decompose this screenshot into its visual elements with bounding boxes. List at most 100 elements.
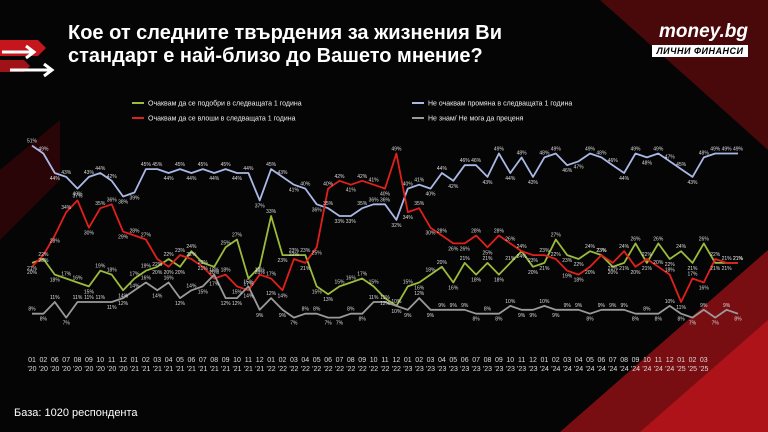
data-label: 43%: [61, 170, 72, 176]
tick-label-year: '20: [119, 366, 128, 373]
tick-label-month: 03: [290, 357, 298, 364]
tick-label-month: 07: [336, 357, 344, 364]
tick-label-month: 01: [677, 357, 685, 364]
data-label: 11%: [676, 305, 686, 311]
data-label: 49%: [391, 147, 402, 153]
tick-label-month: 11: [108, 357, 115, 364]
data-label: 32%: [391, 223, 402, 229]
series-line: [31, 215, 738, 307]
data-label: 18%: [221, 268, 232, 274]
series-lines: [31, 144, 739, 319]
data-label: 49%: [722, 147, 733, 153]
series-line: [31, 144, 738, 221]
arrow-icon: [2, 44, 37, 60]
data-label: 45%: [152, 162, 163, 168]
tick-label-year: '21: [221, 366, 230, 373]
series-line: [31, 152, 738, 303]
data-label: 17%: [129, 272, 140, 278]
data-label: 42%: [357, 174, 368, 180]
data-label: 8%: [677, 317, 685, 323]
tick-label-year: '21: [255, 366, 264, 373]
data-label: 47%: [574, 164, 585, 170]
tick-label-year: '24: [574, 366, 583, 373]
data-label: 8%: [495, 317, 503, 323]
data-label: 10%: [665, 299, 676, 305]
tick-label-year: '22: [358, 366, 367, 373]
tick-label-year: '21: [175, 366, 184, 373]
legend-entry: Не очаквам промяна в следващата 1 година: [428, 101, 572, 108]
data-label: 8%: [632, 317, 640, 323]
data-label: 23%: [528, 258, 539, 264]
tick-label-month: 03: [153, 357, 161, 364]
data-label: 49%: [38, 147, 49, 153]
tick-label-year: '22: [346, 366, 355, 373]
data-label: 26%: [699, 236, 710, 242]
base-footnote: База: 1020 респондента: [14, 407, 138, 419]
tick-label-year: '23: [403, 366, 412, 373]
data-label: 15%: [334, 279, 345, 285]
data-label: 9%: [404, 313, 412, 319]
tick-label-month: 05: [586, 357, 594, 364]
data-label: 24%: [517, 244, 528, 250]
data-label: 14%: [186, 283, 197, 289]
tick-label-month: 07: [472, 357, 480, 364]
data-label: 18%: [665, 268, 676, 274]
data-label: 24%: [517, 254, 528, 260]
data-label: 21%: [722, 256, 733, 262]
tick-label-month: 11: [381, 357, 388, 364]
data-label: 43%: [84, 170, 95, 176]
data-label: 27%: [551, 233, 562, 239]
tick-label-month: 02: [142, 357, 150, 364]
data-label: 20%: [255, 270, 266, 276]
data-label: 28%: [494, 229, 505, 235]
tick-label-year: '20: [107, 366, 116, 373]
data-label: 22%: [642, 252, 653, 258]
data-label: 22%: [186, 252, 197, 258]
data-label: 34%: [61, 205, 72, 211]
tick-label-year: '21: [198, 366, 207, 373]
data-label: 8%: [655, 317, 663, 323]
data-label: 9%: [700, 303, 708, 309]
data-label: 9%: [529, 313, 537, 319]
data-label: 16%: [164, 276, 175, 282]
line-chart: Очаквам да се подобри в следващата 1 год…: [27, 100, 744, 374]
tick-label-month: 07: [199, 357, 207, 364]
tick-label-month: 09: [222, 357, 230, 364]
data-label: 23%: [277, 258, 288, 264]
data-label: 19%: [95, 264, 106, 270]
data-label: 45%: [266, 162, 277, 168]
data-label: 7%: [689, 321, 697, 327]
tick-label-year: '24: [597, 366, 606, 373]
tick-label-year: '24: [631, 366, 640, 373]
data-label: 27%: [232, 233, 243, 239]
tick-label-month: 08: [347, 357, 355, 364]
tick-label-year: '24: [563, 366, 572, 373]
tick-label-month: 05: [313, 357, 321, 364]
data-label: 22%: [152, 262, 163, 268]
arrow-icon: [10, 62, 55, 78]
data-label: 23%: [596, 248, 607, 254]
data-label: 43%: [482, 180, 493, 186]
data-label: 15%: [312, 289, 323, 295]
data-label: 28%: [471, 229, 482, 235]
tick-label-month: 09: [495, 357, 503, 364]
tick-label-month: 02: [689, 357, 697, 364]
tick-label-month: 01: [28, 357, 36, 364]
tick-label-year: '23: [517, 366, 526, 373]
data-label: 28%: [129, 229, 140, 235]
tick-label-year: '22: [380, 366, 389, 373]
data-label: 48%: [642, 160, 653, 166]
data-label: 25%: [312, 250, 323, 256]
data-label: 21%: [539, 266, 550, 272]
tick-label-year: '23: [415, 366, 424, 373]
tick-label-year: '24: [585, 366, 594, 373]
tick-label-year: '24: [642, 366, 651, 373]
data-label: 21%: [300, 266, 311, 272]
tick-label-year: '21: [210, 366, 219, 373]
tick-label-month: 12: [256, 357, 264, 364]
data-label: 11%: [50, 295, 60, 301]
data-label: 21%: [27, 266, 38, 272]
data-label: 49%: [653, 147, 664, 153]
data-label: 23%: [539, 248, 550, 254]
data-label: 26%: [448, 246, 459, 252]
